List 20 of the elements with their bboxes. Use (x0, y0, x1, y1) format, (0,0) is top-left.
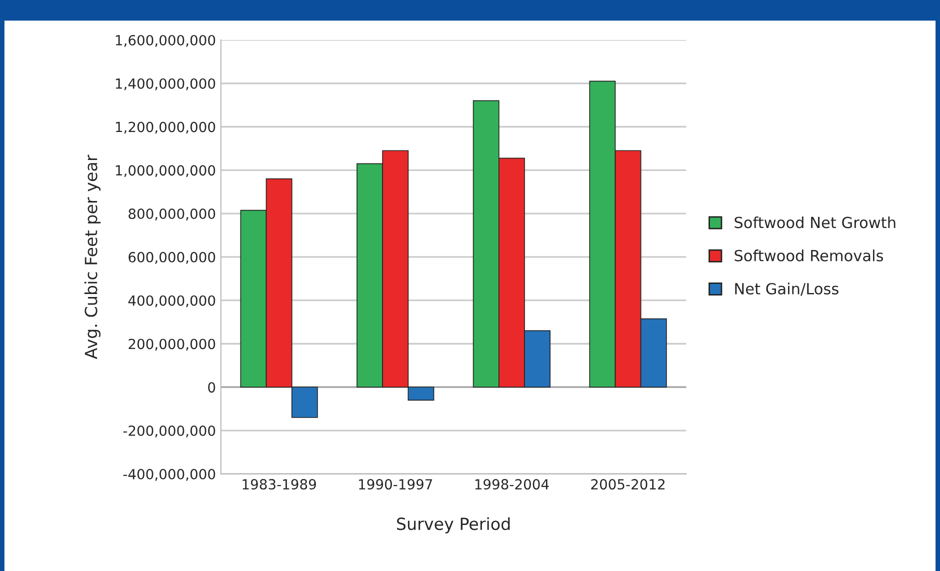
y-tick-label: 600,000,000 (128, 252, 216, 264)
x-tick-label: 1983-1989 (242, 479, 316, 490)
y-tick-label: 1,000,000,000 (116, 165, 216, 178)
legend-label: Softwood Net Growth (734, 216, 896, 228)
y-tick-label: 1,600,000,000 (116, 34, 216, 47)
y-tick-label: -400,000,000 (123, 468, 216, 481)
y-tick-label: 1,400,000,000 (116, 78, 216, 90)
x-tick-label: 1998-2004 (475, 479, 549, 490)
y-tick-label: 0 (208, 382, 216, 393)
y-tick-label: -200,000,000 (123, 426, 216, 438)
y-tick-label: 400,000,000 (128, 295, 216, 308)
x-tick-label: 2005-2012 (591, 479, 664, 490)
legend-label: Softwood Removals (734, 250, 884, 262)
y-tick-label: 1,200,000,000 (116, 122, 216, 134)
y-tick-label: 200,000,000 (128, 338, 216, 351)
legend-label: Net Gain/Loss (735, 282, 838, 296)
y-tick-label: 800,000,000 (128, 208, 216, 220)
x-tick-label: 1990-1997 (359, 479, 432, 490)
y-axis-title: Avg. Cubic Feet per year (84, 154, 101, 360)
x-axis-title: Survey Period (397, 517, 510, 534)
